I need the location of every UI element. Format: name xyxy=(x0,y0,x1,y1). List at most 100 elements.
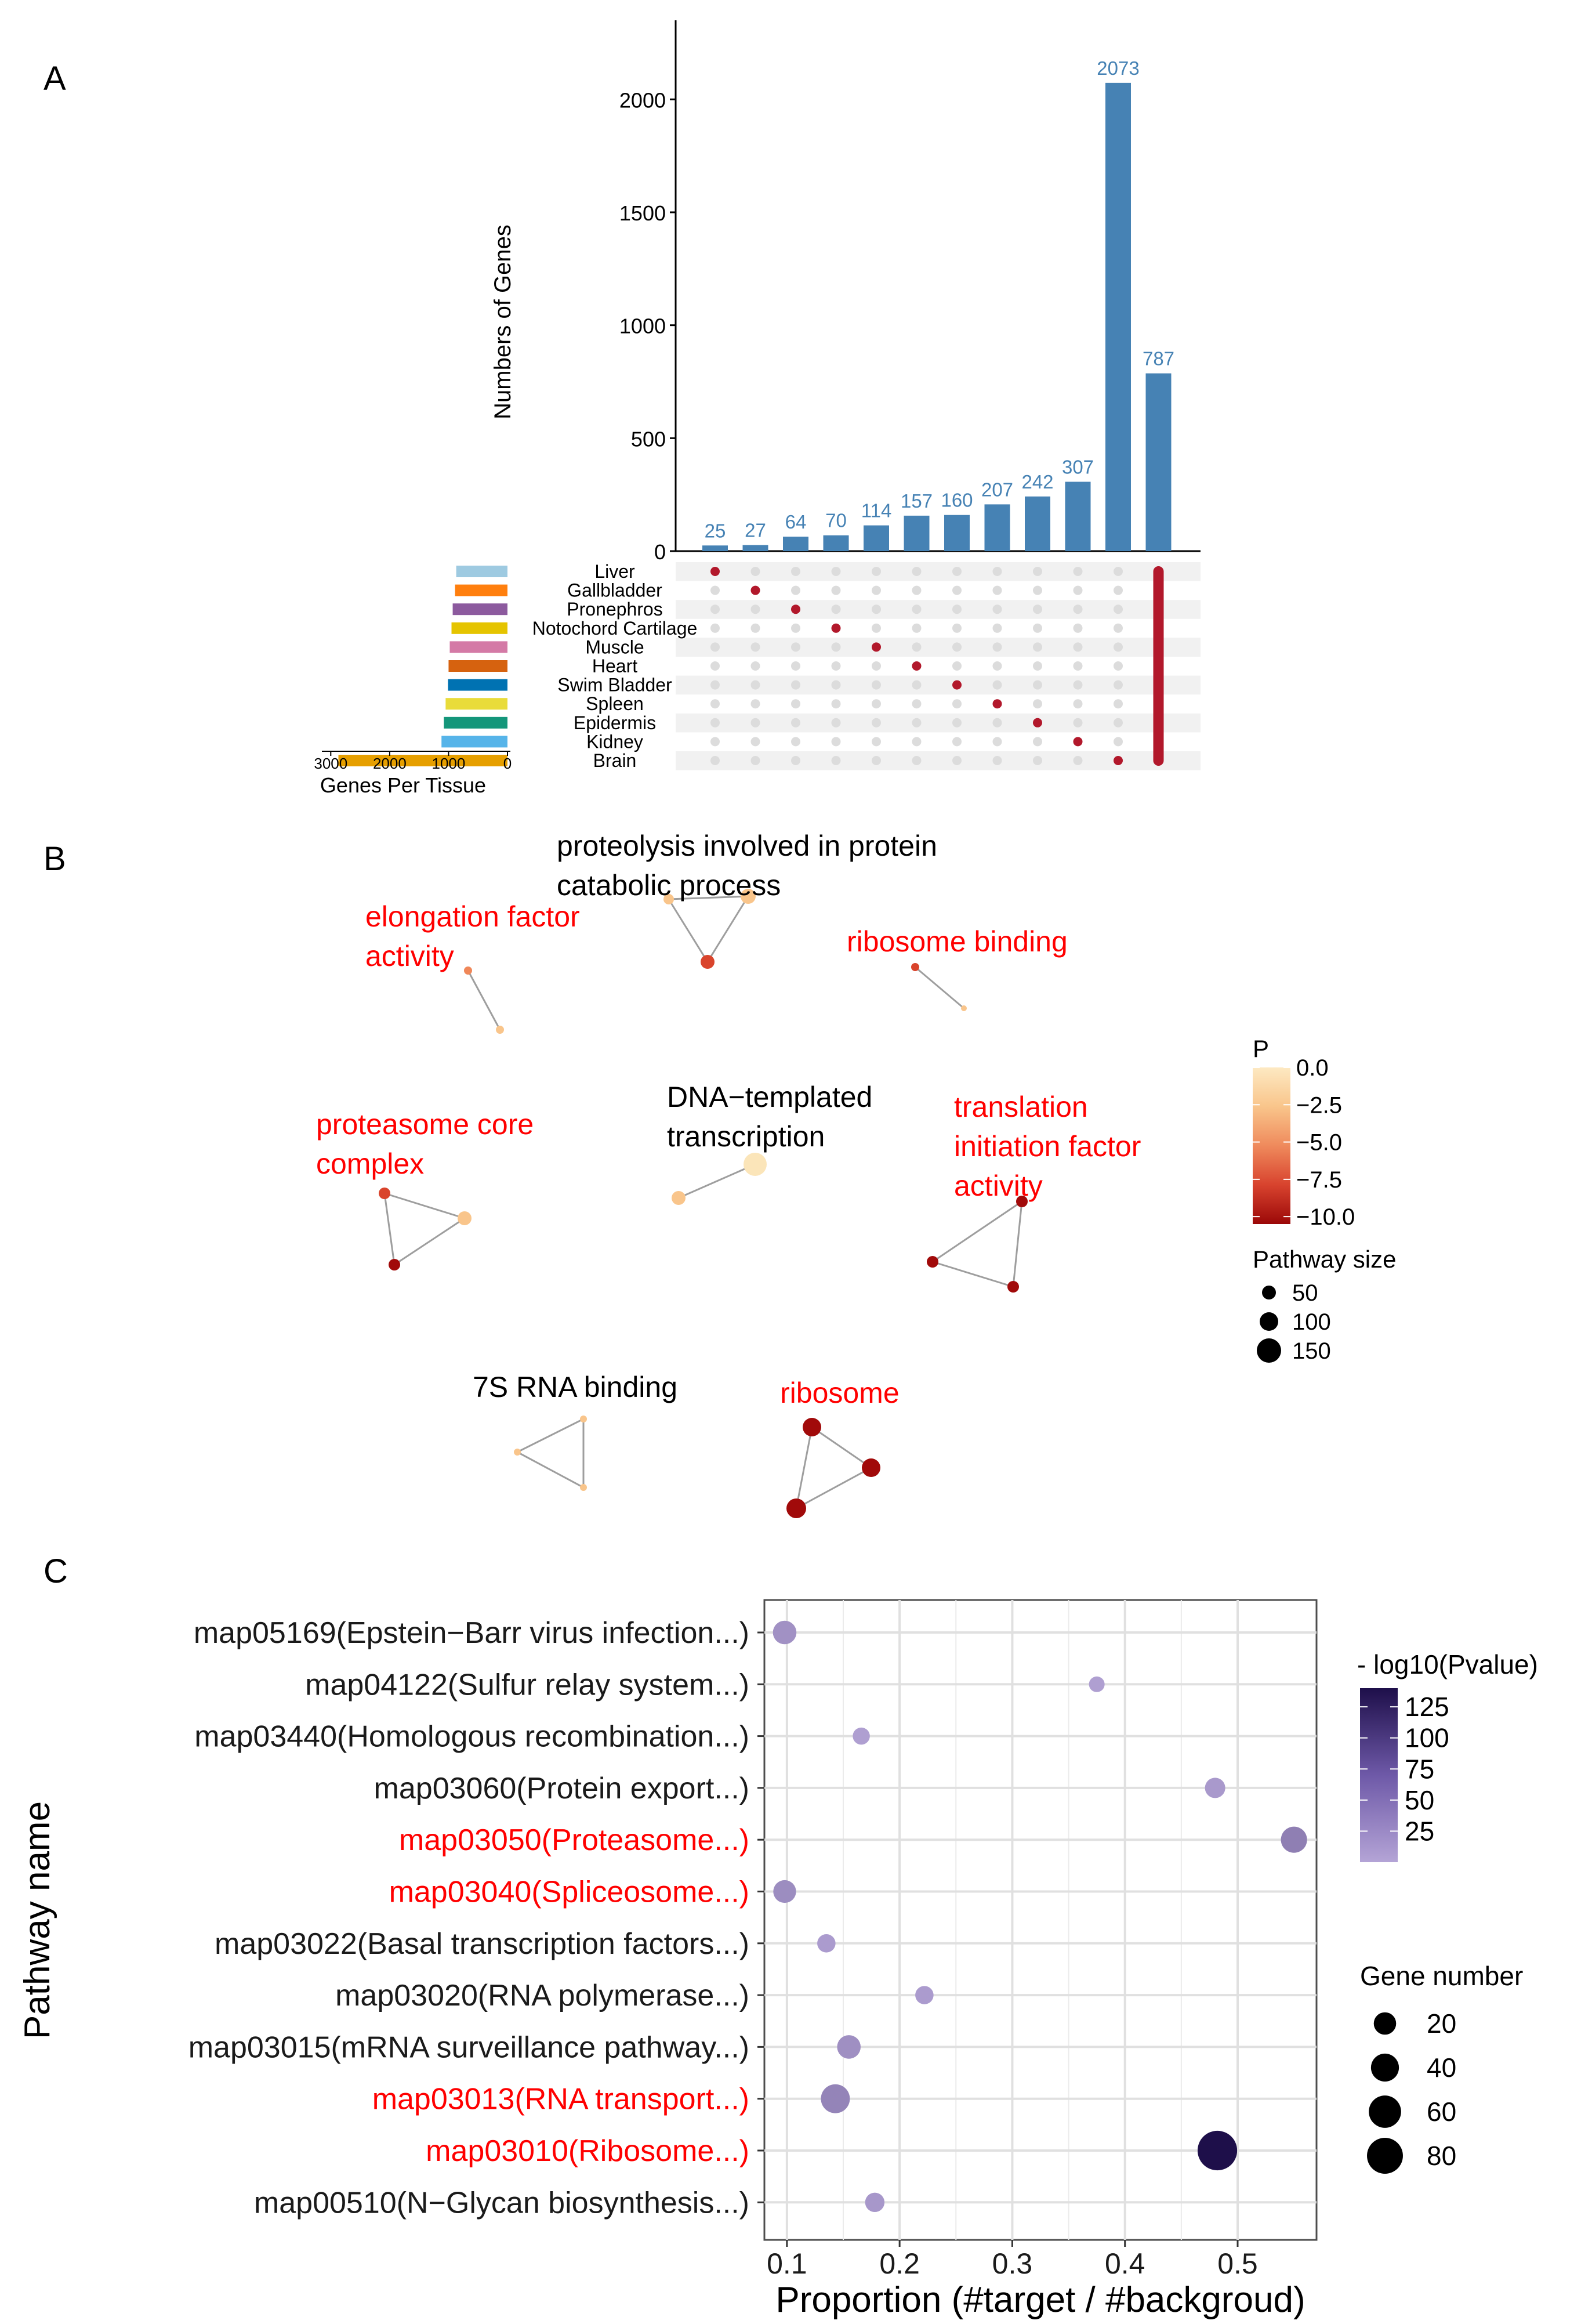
matrix-stripes xyxy=(676,562,1201,770)
network-node xyxy=(786,1498,806,1518)
matrix-dot-active xyxy=(710,567,720,576)
gene-number-legend-dot xyxy=(1370,2053,1399,2082)
matrix-stripe xyxy=(676,751,1201,770)
matrix-dot-inactive xyxy=(750,604,760,614)
matrix-dot-inactive xyxy=(791,642,800,652)
intersection-bar-label: 160 xyxy=(941,490,973,511)
size-legend-dot xyxy=(1260,1312,1278,1331)
matrix-dot-inactive xyxy=(1114,623,1123,633)
matrix-dot-active xyxy=(750,585,760,595)
matrix-dot-inactive xyxy=(750,642,760,652)
matrix-dot-inactive xyxy=(791,585,800,595)
size-legend-dot xyxy=(1257,1338,1281,1363)
matrix-dot-inactive xyxy=(710,699,720,709)
matrix-dot-inactive xyxy=(1033,604,1042,614)
matrix-dot-active xyxy=(1154,718,1163,727)
cluster-label-line: activity xyxy=(365,940,454,972)
matrix-dot-active xyxy=(791,604,800,614)
matrix-dot-active xyxy=(1154,642,1163,652)
set-size-bar xyxy=(448,679,507,691)
pathway-point xyxy=(837,2035,861,2059)
network-node xyxy=(663,894,674,904)
cluster-label-elongation: elongation factor activity xyxy=(365,900,580,972)
p-legend-tick-label: −10.0 xyxy=(1296,1204,1355,1230)
matrix-dot-inactive xyxy=(872,756,881,765)
pathway-point xyxy=(821,2084,850,2113)
gene-number-legend-dot xyxy=(1369,2095,1401,2128)
size-legend-label: 100 xyxy=(1292,1309,1331,1335)
p-legend-tick-label: −5.0 xyxy=(1296,1130,1342,1156)
network-edge xyxy=(678,1163,756,1199)
panel-b-label: B xyxy=(43,840,66,878)
matrix-dot-inactive xyxy=(791,680,800,690)
matrix-dot-inactive xyxy=(1073,699,1083,709)
matrix-dot-inactive xyxy=(750,661,760,671)
matrix-dot-active xyxy=(1154,661,1163,671)
matrix-dot-inactive xyxy=(872,567,881,576)
matrix-dots xyxy=(710,566,1164,766)
pathway-label: map03022(Basal transcription factors...) xyxy=(215,1927,749,1961)
pathway-point xyxy=(853,1727,870,1745)
cluster-label-line: complex xyxy=(316,1147,424,1180)
intersection-bar-label: 64 xyxy=(785,511,807,533)
matrix-dot-inactive xyxy=(1114,680,1123,690)
intersection-bar xyxy=(1065,482,1091,551)
proportion-tick-label: 0.3 xyxy=(992,2247,1033,2280)
matrix-dot-inactive xyxy=(1073,680,1083,690)
matrix-dot-inactive xyxy=(831,585,841,595)
cluster-label-7s-rna: 7S RNA binding xyxy=(473,1371,677,1403)
network-edge xyxy=(811,1426,872,1469)
matrix-dot-inactive xyxy=(831,567,841,576)
set-size-tick-label: 0 xyxy=(503,755,512,772)
cluster-label-line: catabolic process xyxy=(557,869,781,902)
network-node xyxy=(672,1191,686,1205)
pathway-point xyxy=(773,1620,797,1645)
p-legend-ticks: 0.0 −2.5 −5.0 −7.5 −10.0 xyxy=(1253,1055,1355,1230)
matrix-dot-inactive xyxy=(831,661,841,671)
pathway-label: map03040(Spliceosome...) xyxy=(389,1876,749,1909)
set-size-bar xyxy=(456,566,507,577)
network-nodes xyxy=(379,889,1028,1518)
cluster-label-line: initiation factor xyxy=(954,1130,1141,1163)
matrix-dot-inactive xyxy=(710,623,720,633)
tissue-label: Brain xyxy=(593,750,637,771)
tissue-label: Heart xyxy=(592,656,637,676)
bar-y-tick-label: 2000 xyxy=(619,88,666,112)
matrix-dot-inactive xyxy=(992,623,1002,633)
network-node xyxy=(1007,1281,1019,1293)
tissue-label: Pronephros xyxy=(567,599,662,620)
pathway-point xyxy=(773,1880,796,1903)
tissue-label: Swim Bladder xyxy=(557,675,672,696)
matrix-dot-inactive xyxy=(750,623,760,633)
tissue-label: Gallbladder xyxy=(567,580,662,601)
set-size-bar xyxy=(338,755,507,766)
matrix-dot-inactive xyxy=(1073,756,1083,765)
matrix-dot-inactive xyxy=(1033,661,1042,671)
intersection-bar-label: 207 xyxy=(981,479,1013,500)
p-legend-tick-label: 0.0 xyxy=(1296,1055,1329,1081)
matrix-dot-inactive xyxy=(1033,737,1042,747)
network-node xyxy=(464,966,472,975)
network-node xyxy=(741,889,756,904)
set-size-tick-label: 3000 xyxy=(314,755,347,772)
matrix-dot-inactive xyxy=(831,642,841,652)
pathway-label: map03013(RNA transport...) xyxy=(372,2083,749,2116)
pathway-label: map03010(Ribosome...) xyxy=(426,2134,749,2168)
set-size-bar xyxy=(448,660,507,672)
proportion-tick-label: 0.4 xyxy=(1105,2247,1145,2280)
network-edge xyxy=(384,1192,465,1219)
network-node xyxy=(701,955,715,969)
pathway-label: map03050(Proteasome...) xyxy=(399,1823,749,1857)
matrix-dot-inactive xyxy=(952,585,962,595)
matrix-dot-inactive xyxy=(750,737,760,747)
proportion-tick-label: 0.5 xyxy=(1217,2247,1258,2280)
matrix-dot-inactive xyxy=(912,737,922,747)
cluster-label-line: 7S RNA binding xyxy=(473,1371,677,1403)
matrix-dot-active xyxy=(1033,718,1042,727)
matrix-dot-inactive xyxy=(1114,642,1123,652)
network-edge xyxy=(517,1451,584,1489)
matrix-dot-inactive xyxy=(872,623,881,633)
